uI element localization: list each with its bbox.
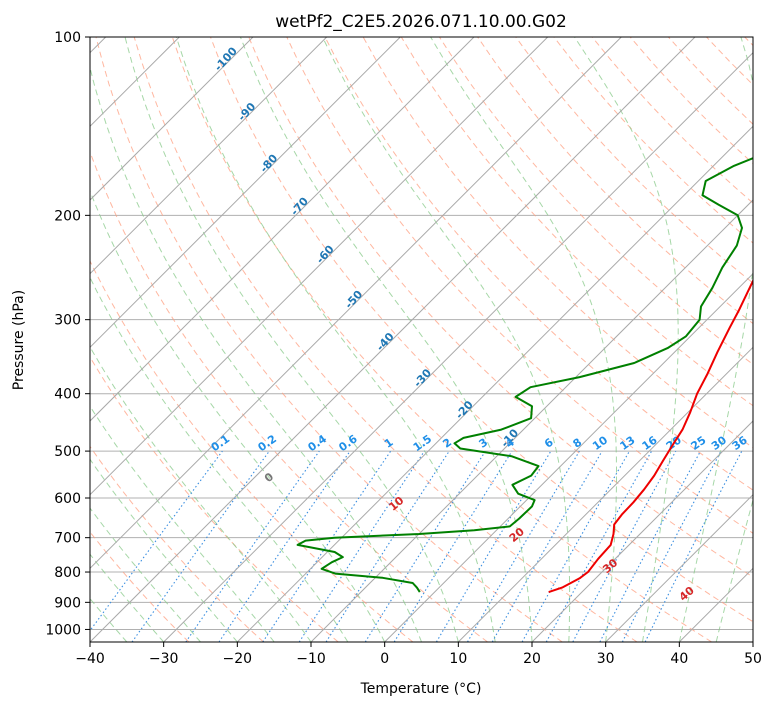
y-tick-label: 1000	[45, 622, 81, 638]
y-tick-label: 600	[54, 491, 81, 507]
isotherm-line	[90, 37, 254, 201]
dry-adiabat-line	[171, 37, 712, 642]
dry-adiabat-line	[324, 37, 753, 491]
dry-adiabat-line	[90, 445, 264, 642]
moist-adiabat-line	[90, 405, 275, 642]
x-tick-label: −40	[75, 651, 105, 667]
dry-adiabat-line	[210, 37, 753, 623]
moist-adiabat-line	[678, 37, 753, 642]
mixing-ratio-line	[393, 450, 513, 642]
plot-area: -100-90-80-70-60-50-40-30-20-10 0.1 0.2 0.…	[90, 37, 753, 642]
moist-adiabat-line	[124, 37, 459, 642]
y-tick-label: 100	[54, 30, 81, 46]
isotherm-line	[90, 37, 475, 422]
chart-title: wetPf2_C2E5.2026.071.10.00.G02	[275, 12, 567, 32]
isotherm-line	[163, 51, 753, 642]
x-tick-label: 0	[380, 651, 389, 667]
profile-series	[296, 157, 753, 594]
moist-adiabat-line	[90, 276, 349, 642]
isotherm-line	[310, 199, 753, 642]
mixing-ratio-line	[545, 450, 653, 642]
isotherm-line	[90, 37, 549, 496]
y-tick-label: 800	[54, 565, 81, 581]
isotherm-line	[90, 37, 622, 570]
dry-adiabats	[90, 37, 753, 642]
isotherm-line	[90, 37, 401, 349]
isotherm-line	[605, 493, 753, 642]
mixing-ratio-lines	[90, 450, 743, 642]
mixing-ratio-line	[218, 450, 351, 642]
isotherm-line	[384, 272, 753, 642]
moist-adiabat-line	[239, 37, 533, 642]
x-axis-ticks: −40 −30 −20 −10 0 10 20 30 40 50	[75, 642, 762, 667]
isotherm-line	[457, 346, 753, 642]
mixing-ratio-line	[262, 450, 392, 642]
dry-adiabat-line	[90, 259, 414, 642]
moist-adiabats	[90, 37, 753, 642]
x-tick-label: −20	[223, 651, 253, 667]
mixing-ratio-line	[572, 450, 677, 642]
x-tick-label: −10	[296, 651, 326, 667]
mixing-ratio-line	[90, 450, 223, 632]
isotherm-line	[90, 37, 328, 275]
mixing-ratio-line	[298, 450, 425, 642]
x-axis-label: Temperature (°C)	[360, 681, 482, 697]
mixing-ratio-line	[644, 450, 743, 642]
dry-adiabat-line	[248, 37, 753, 578]
isotherm-line	[531, 420, 753, 642]
moist-adiabat-line	[90, 507, 201, 642]
dry-adiabat-line	[95, 37, 563, 642]
temperature-profile-line	[548, 278, 753, 594]
isotherm-line	[90, 37, 696, 642]
x-tick-label: 50	[744, 651, 762, 667]
x-tick-label: 20	[523, 651, 541, 667]
moist-adiabat-line	[175, 37, 496, 642]
plot-frame	[89, 36, 754, 643]
moist-adiabat-line	[430, 37, 617, 642]
mixing-ratio-line	[185, 450, 320, 642]
isotherm-line	[236, 125, 753, 642]
y-axis-label: Pressure (hPa)	[11, 290, 27, 390]
x-tick-label: 30	[597, 651, 615, 667]
mixing-ratio-line	[325, 450, 450, 642]
x-tick-label: 10	[449, 651, 467, 667]
moist-adiabat-line	[574, 37, 679, 642]
mixing-ratio-line	[131, 450, 270, 642]
y-axis-ticks: 1000 900 800 700 600 500 400 300 200 100	[45, 30, 90, 638]
dry-adiabat-line	[133, 37, 638, 642]
y-tick-label: 200	[54, 208, 81, 224]
y-tick-label: 300	[54, 313, 81, 329]
dewpoint-profile-line	[296, 157, 753, 593]
y-tick-label: 400	[54, 387, 81, 403]
moist-adiabat-line	[90, 189, 386, 642]
mixing-ratio-line	[521, 450, 630, 642]
moist-adiabat-line	[90, 458, 238, 642]
isotherms	[90, 37, 753, 642]
moist-adiabat-line	[90, 597, 128, 642]
dry-adiabat-line	[90, 356, 339, 642]
dry-adiabat-line	[286, 37, 753, 534]
x-tick-label: −30	[149, 651, 179, 667]
dry-adiabat-line	[515, 37, 753, 284]
y-tick-label: 700	[54, 531, 81, 547]
moist-adiabat-line	[322, 37, 571, 642]
y-tick-label: 500	[54, 444, 81, 460]
moist-adiabat-line	[90, 553, 165, 642]
y-tick-label: 900	[54, 595, 81, 611]
moist-adiabat-line	[90, 65, 422, 642]
moist-adiabat-line	[715, 498, 753, 642]
x-tick-label: 40	[670, 651, 688, 667]
